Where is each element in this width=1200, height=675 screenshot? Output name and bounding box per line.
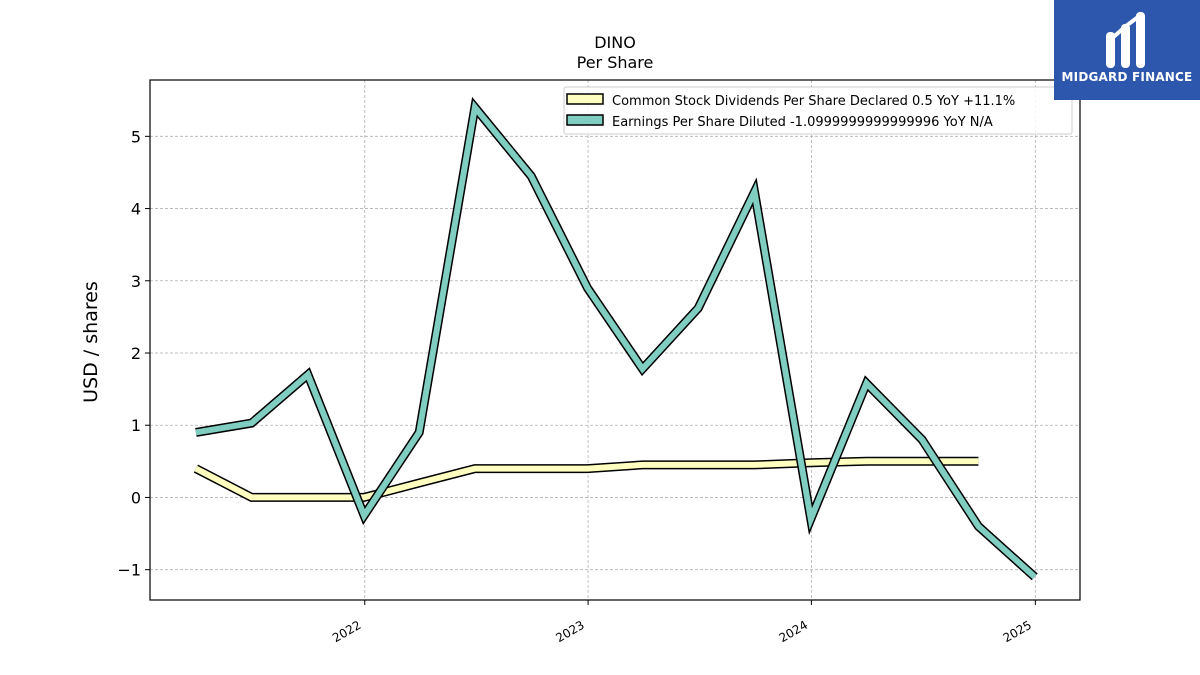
- y-tick-label: 1: [131, 416, 141, 435]
- legend: Common Stock Dividends Per Share Declare…: [563, 86, 1073, 135]
- series-0-line: [194, 458, 979, 501]
- midgard-finance-logo: MIDGARD FINANCE: [1054, 0, 1200, 100]
- chart-subtitle: Per Share: [577, 53, 654, 72]
- legend-label-eps: Earnings Per Share Diluted -1.0999999999…: [612, 115, 993, 130]
- logo-text: MIDGARD FINANCE: [1061, 70, 1193, 84]
- x-tick-label: 2022: [330, 618, 363, 645]
- x-ticks: 2022 2023 2024 2025: [330, 600, 1036, 645]
- x-tick-label: 2023: [553, 618, 586, 645]
- y-ticks: −1 0 1 2 3 4 5: [117, 127, 150, 580]
- y-axis-label: USD / shares: [80, 281, 102, 403]
- y-tick-label: 0: [131, 488, 141, 507]
- legend-swatch-dividends: [566, 93, 604, 105]
- series-1-line: [195, 100, 1037, 580]
- y-tick-label: 3: [131, 272, 141, 291]
- x-tick-label: 2025: [1001, 618, 1034, 645]
- chart-title: DINO: [594, 33, 636, 52]
- y-tick-label: 4: [131, 200, 141, 219]
- series-lines: [193, 96, 1038, 581]
- legend-box: [563, 86, 1073, 135]
- y-tick-label: 5: [131, 127, 141, 146]
- series-1-outline: [195, 96, 1038, 581]
- legend-label-dividends: Common Stock Dividends Per Share Declare…: [612, 94, 1015, 109]
- legend-swatch-eps: [566, 114, 604, 126]
- x-tick-label: 2024: [777, 618, 810, 645]
- logo-mark-icon: [1106, 12, 1145, 68]
- y-tick-label: −1: [117, 561, 141, 580]
- grid-lines: [150, 80, 1080, 600]
- y-tick-label: 2: [131, 344, 141, 363]
- plot-frame: [149, 79, 1081, 601]
